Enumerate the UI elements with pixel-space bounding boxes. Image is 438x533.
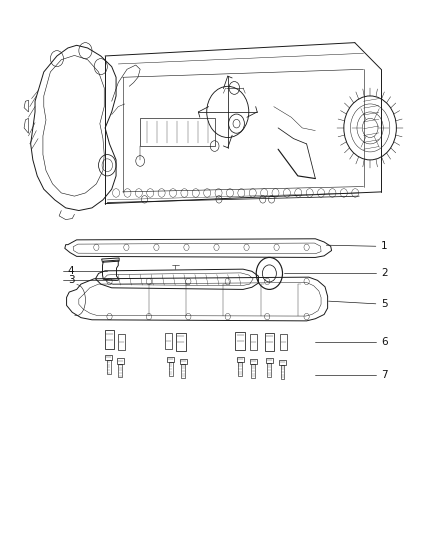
Bar: [118, 364, 123, 377]
Bar: [251, 364, 255, 378]
Bar: [250, 359, 257, 364]
Bar: [281, 365, 285, 379]
Bar: [238, 362, 242, 376]
Text: 6: 6: [381, 337, 388, 347]
Bar: [280, 334, 287, 350]
Bar: [181, 364, 185, 378]
Bar: [250, 334, 257, 350]
Text: 3: 3: [68, 276, 74, 285]
Bar: [237, 357, 244, 362]
Text: 5: 5: [381, 299, 388, 309]
Bar: [118, 334, 125, 350]
Bar: [165, 333, 172, 349]
Bar: [117, 358, 124, 364]
Bar: [266, 358, 273, 363]
Text: 4: 4: [68, 266, 74, 276]
Bar: [235, 332, 245, 350]
Bar: [279, 360, 286, 365]
Bar: [267, 363, 271, 377]
Bar: [105, 330, 114, 349]
Bar: [169, 362, 173, 376]
Text: 1: 1: [381, 241, 388, 251]
Bar: [167, 357, 174, 362]
Bar: [140, 118, 215, 146]
Bar: [106, 360, 110, 374]
Bar: [105, 355, 112, 360]
Bar: [176, 333, 186, 351]
Text: 2: 2: [381, 269, 388, 278]
Bar: [180, 359, 187, 364]
Text: 7: 7: [381, 370, 388, 379]
Bar: [265, 333, 274, 351]
